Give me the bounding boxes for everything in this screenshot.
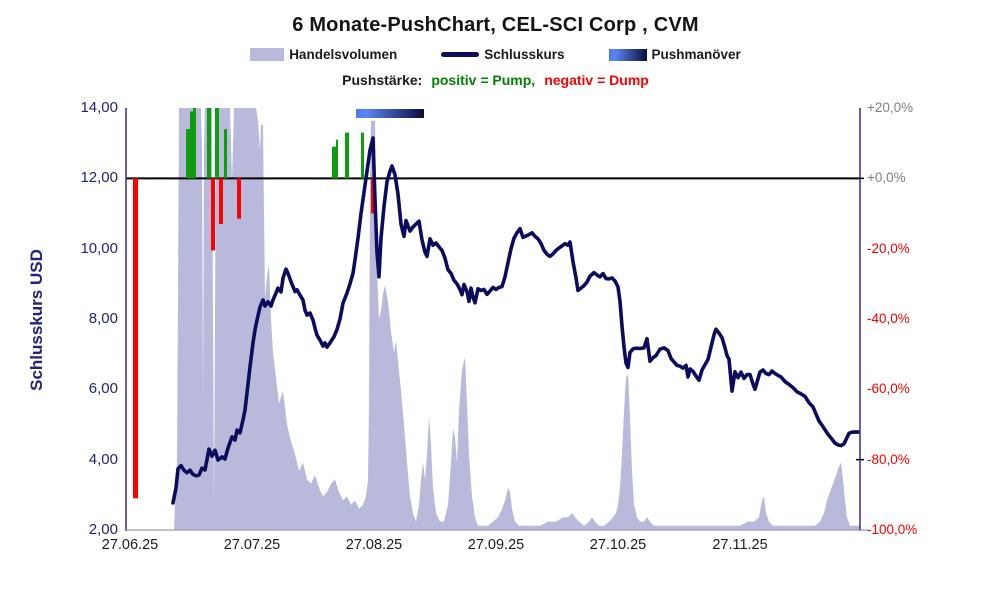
pump-bar-6: [332, 146, 336, 179]
legend-label-close: Schlusskurs: [484, 47, 565, 62]
subtitle-pump: positiv = Pump,: [431, 72, 536, 88]
dump-bar-4: [371, 178, 375, 214]
legend-item-close: Schlusskurs: [441, 47, 565, 62]
push-maneuver-bar: [356, 109, 424, 118]
volume-swatch-icon: [250, 48, 285, 61]
chart-title: 6 Monate-PushChart, CEL-SCI Corp , CVM: [292, 14, 699, 36]
pump-bar-3: [207, 108, 211, 179]
pump-bar-8: [345, 132, 349, 179]
pump-bar-2: [193, 108, 196, 179]
dump-bar-2: [219, 178, 223, 224]
dump-bar-1: [211, 178, 215, 251]
legend-item-push: Pushmanöver: [608, 47, 741, 62]
price-line-swatch-icon: [441, 52, 480, 57]
legend-item-volume: Handelsvolumen: [250, 47, 397, 62]
price-line: [171, 136, 860, 505]
pump-bar-9: [361, 132, 364, 179]
pump-bar-0: [186, 129, 190, 179]
volume-area: [174, 108, 860, 530]
legend-label-push: Pushmanöver: [651, 47, 741, 62]
subtitle-prefix: Pushstärke:: [342, 72, 423, 88]
dump-bar-3: [237, 178, 241, 219]
pump-bar-4: [215, 108, 219, 179]
push-strength-subtitle: Pushstärke: positiv = Pump, negativ = Du…: [0, 72, 991, 88]
chart-legend: Handelsvolumen Schlusskurs Pushmanöver: [0, 47, 991, 62]
push-maneuver-swatch-icon: [608, 48, 647, 61]
pump-bar-7: [336, 139, 338, 179]
dump-bar-0: [133, 178, 138, 499]
pump-bar-5: [224, 129, 227, 179]
subtitle-dump: negativ = Dump: [544, 72, 649, 88]
pump-bar-1: [190, 111, 193, 179]
legend-label-volume: Handelsvolumen: [289, 47, 398, 62]
